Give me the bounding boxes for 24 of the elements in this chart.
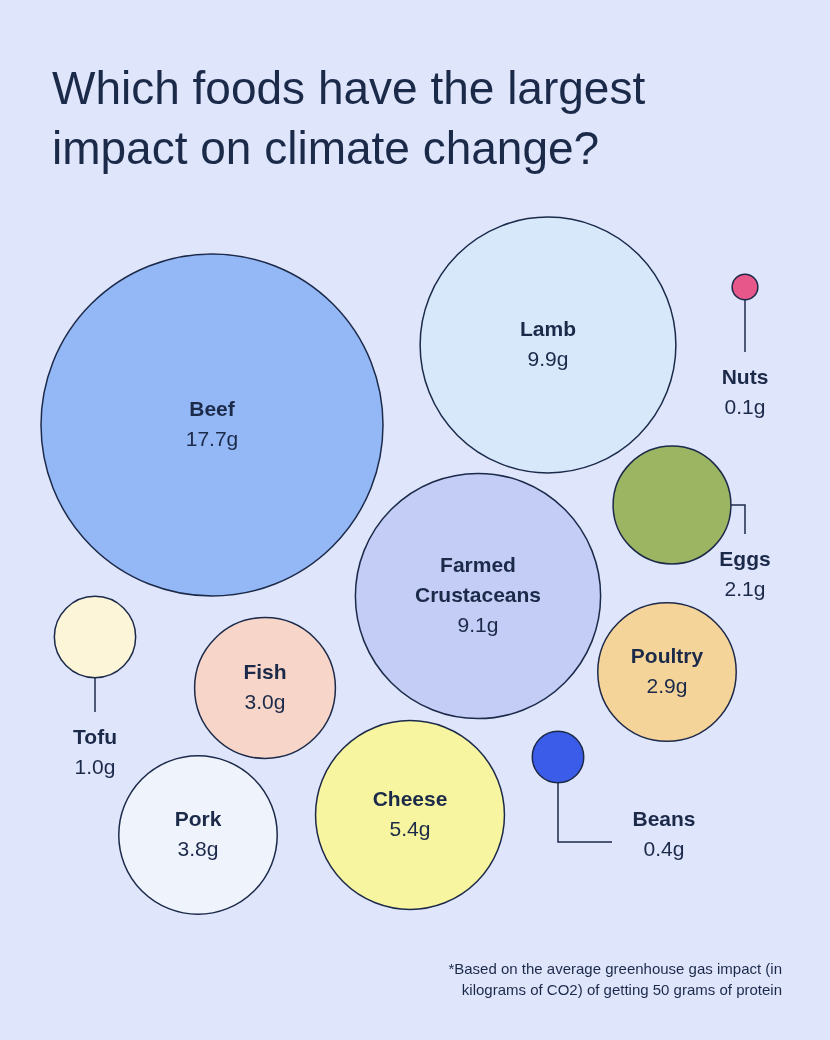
data-label: 5.4g [389, 816, 431, 840]
data-label: 0.1g [724, 394, 766, 418]
category-label: Farmed Crustaceans [414, 552, 542, 606]
category-label: Lamb [519, 316, 577, 340]
category-label: Poultry [630, 643, 704, 667]
category-label: Tofu [73, 724, 117, 748]
category-label: Cheese [372, 786, 448, 810]
text: *Based on the average greenhouse gas impact (in kilograms of CO2) of getting 50 grams of protein [447, 959, 782, 1000]
category-label: Beans [632, 806, 696, 830]
category-label: Pork [174, 806, 222, 830]
data-label: 9.1g [457, 612, 499, 636]
text: Which foods have the largest impact on climate change? [52, 61, 647, 176]
data-label: 2.1g [724, 576, 766, 600]
category-label: Fish [243, 659, 287, 683]
data-label: 2.9g [646, 673, 688, 697]
data-label: 1.0g [74, 754, 116, 778]
category-label: Beef [189, 396, 236, 420]
data-label: 17.7g [185, 426, 239, 450]
category-label: Nuts [721, 364, 769, 388]
data-label: 3.0g [244, 689, 286, 713]
data-label: 9.9g [527, 346, 569, 370]
data-label: 3.8g [177, 836, 219, 860]
data-label: 0.4g [643, 836, 685, 860]
category-label: Eggs [719, 546, 771, 570]
